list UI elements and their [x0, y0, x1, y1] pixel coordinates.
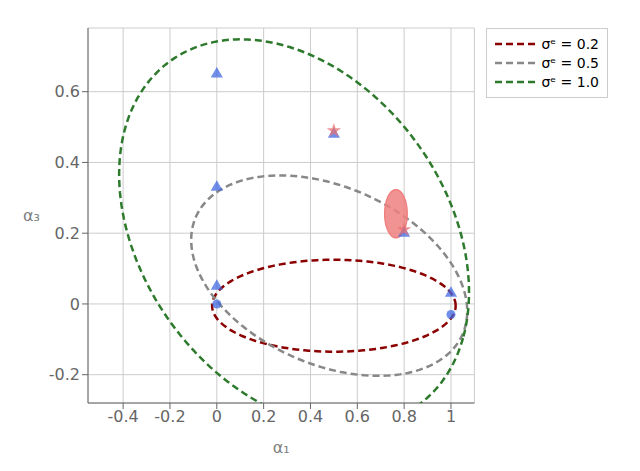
svg-text:0: 0	[70, 295, 80, 314]
svg-text:0.6: 0.6	[345, 407, 370, 426]
svg-text:0.2: 0.2	[55, 224, 80, 243]
svg-text:α₃: α₃	[23, 206, 40, 225]
svg-text:0.4: 0.4	[298, 407, 323, 426]
svg-text:0.8: 0.8	[391, 407, 416, 426]
svg-text:0.2: 0.2	[251, 407, 276, 426]
html-text:σᵉ = 0.5: σᵉ = 0.5	[541, 55, 599, 71]
svg-text:-0.2: -0.2	[154, 407, 185, 426]
html-text:σᵉ = 0.2: σᵉ = 0.2	[541, 36, 599, 52]
svg-text:-0.4: -0.4	[108, 407, 139, 426]
svg-text:0: 0	[212, 407, 222, 426]
html-text:σᵉ = 1.0: σᵉ = 1.0	[541, 74, 599, 90]
svg-text:1: 1	[446, 407, 456, 426]
svg-text:-0.2: -0.2	[49, 365, 80, 384]
svg-text:0.4: 0.4	[55, 153, 80, 172]
svg-text:0.6: 0.6	[55, 82, 80, 101]
svg-text:α₁: α₁	[273, 438, 290, 457]
